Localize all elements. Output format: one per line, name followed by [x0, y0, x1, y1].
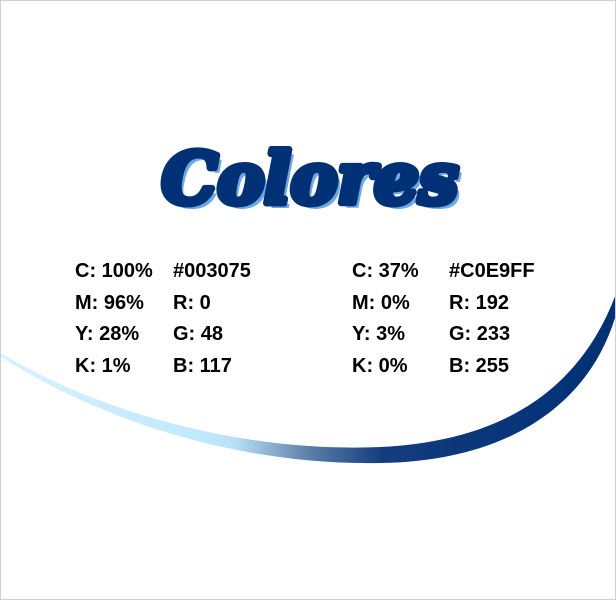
secondary-black: K: 0%	[352, 354, 408, 377]
primary-cyan: C: 100%	[75, 260, 153, 282]
primary-cmyk-list: C: 100% M: 96% Y: 28% K: 1%	[75, 256, 153, 382]
primary-magenta: M: 96%	[75, 291, 144, 314]
secondary-hex-rgb-list: #C0E9FF R: 192 G: 233 B: 255	[449, 256, 535, 382]
secondary-cmyk-list: C: 37% M: 0% Y: 3% K: 0%	[352, 256, 419, 382]
primary-black: K: 1%	[75, 354, 131, 377]
primary-hex-rgb-list: #003075 R: 0 G: 48 B: 117	[173, 256, 251, 382]
primary-yellow: Y: 28%	[75, 323, 140, 345]
secondary-green: G: 233	[449, 323, 511, 345]
primary-blue: B: 117	[173, 354, 232, 377]
secondary-cyan: C: 37%	[352, 260, 419, 282]
title-outline: Colores	[162, 137, 459, 220]
primary-red: R: 0	[173, 291, 211, 314]
title-shadow: Colores	[167, 142, 464, 225]
secondary-hex: #C0E9FF	[449, 260, 535, 282]
secondary-red: R: 192	[449, 291, 510, 314]
secondary-blue: B: 255	[449, 354, 510, 377]
title-graphic: Colores Colores Colores	[158, 134, 464, 226]
secondary-yellow: Y: 3%	[352, 323, 405, 345]
primary-green: G: 48	[173, 323, 224, 345]
secondary-magenta: M: 0%	[352, 291, 410, 314]
swoosh-shape	[1, 296, 615, 464]
page-title: Colores	[162, 137, 459, 220]
primary-hex: #003075	[173, 260, 251, 282]
title-area: Colores Colores Colores	[1, 121, 615, 231]
